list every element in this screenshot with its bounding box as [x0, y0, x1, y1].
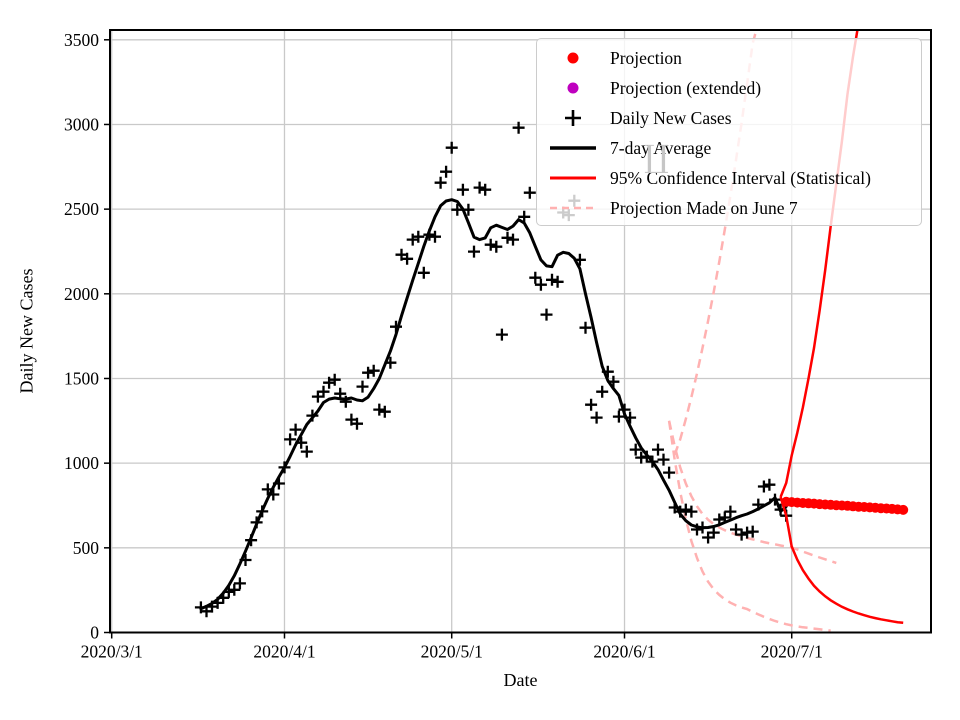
- y-tick-label: 3500: [64, 30, 99, 50]
- june7-lower-dashed-line: [667, 420, 831, 632]
- ci-lower-line: [779, 496, 904, 625]
- series-7day-average-line: [199, 198, 788, 611]
- legend-label: 7-day Average: [610, 137, 712, 158]
- june7-center-dashed-line: [667, 420, 837, 565]
- x-tick-label: 2020/7/1: [761, 642, 823, 662]
- y-axis-label: Daily New Cases: [16, 268, 37, 394]
- y-tick-label: 2500: [64, 199, 99, 219]
- watermark-glyph: ∐: [644, 139, 669, 174]
- y-tick-label: 500: [73, 538, 100, 558]
- y-tick-label: 1500: [64, 368, 99, 388]
- y-tick-label: 2000: [64, 284, 99, 304]
- x-tick-label: 2020/5/1: [421, 642, 483, 662]
- legend-label: Projection (extended): [610, 77, 762, 98]
- x-tick-label: 2020/4/1: [253, 642, 315, 662]
- legend-label: 95% Confidence Interval (Statistical): [610, 167, 871, 188]
- legend-item: Daily New Cases: [545, 103, 921, 133]
- legend-label: Projection Made on June 7: [610, 197, 798, 218]
- legend-item: Projection (extended): [545, 73, 921, 103]
- tick-labels: 2020/3/1 2020/4/1 2020/5/1 2020/6/1 2020/7/1…: [64, 30, 823, 662]
- legend-box: Projection Projection (extended) Daily New…: [536, 38, 922, 226]
- plot-border: [109, 29, 932, 634]
- legend-item: Projection: [545, 43, 921, 73]
- y-tick-label: 0: [90, 623, 99, 643]
- legend-plus-handle-icon: [545, 106, 601, 130]
- series-projection-june7: [667, 30, 837, 632]
- x-axis-label: Date: [503, 670, 538, 690]
- legend-dot-handle-icon: [545, 76, 601, 100]
- y-tick-label: 1000: [64, 453, 99, 473]
- x-tick-label: 2020/6/1: [593, 642, 655, 662]
- series-projection-dots: [781, 496, 909, 515]
- legend-label: Projection: [610, 47, 682, 68]
- legend-dot-handle-icon: [545, 46, 601, 70]
- legend-label: Daily New Cases: [610, 107, 732, 128]
- legend-dashed-handle-icon: [545, 196, 601, 220]
- legend-item: 7-day Average: [545, 133, 921, 163]
- series-daily-new-cases-markers: [194, 121, 793, 618]
- legend-item: 95% Confidence Interval (Statistical): [545, 163, 921, 193]
- axis-ticks: [104, 39, 793, 639]
- x-tick-label: 2020/3/1: [81, 642, 143, 662]
- legend-item: Projection Made on June 7: [545, 193, 921, 223]
- legend-line-handle-icon: [545, 166, 601, 190]
- legend-line-handle-icon: [545, 136, 601, 160]
- june7-upper-dashed-line: [673, 30, 758, 456]
- y-tick-label: 3000: [64, 114, 99, 134]
